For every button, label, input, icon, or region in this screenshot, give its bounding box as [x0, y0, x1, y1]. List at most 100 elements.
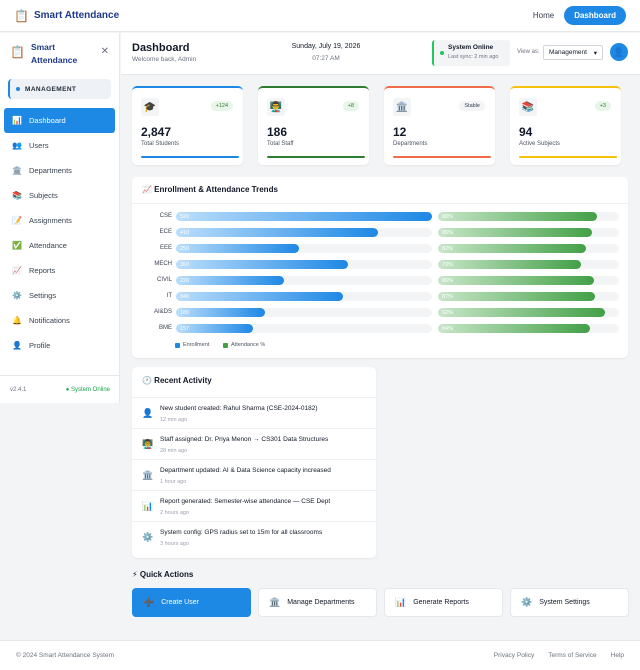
- enrollment-bar: [176, 228, 378, 237]
- sidebar-header: 📋 Smart Attendance ✕: [0, 33, 119, 69]
- stat-card-students: 🎓 +124 2,847 Total Students: [132, 86, 243, 165]
- enrollment-bar: [176, 212, 432, 221]
- activity-item[interactable]: ⚙️ System config: GPS radius set to 15m f…: [132, 521, 376, 552]
- sidebar-item-attendance[interactable]: ✅ Attendance: [0, 233, 119, 258]
- sidebar-item-dashboard[interactable]: 📊 Dashboard: [4, 108, 115, 133]
- users-icon: 👥: [12, 141, 22, 150]
- sidebar-item-reports[interactable]: 📈 Reports: [0, 258, 119, 283]
- stat-value: 12: [393, 125, 407, 139]
- system-settings-icon: ⚙️: [521, 597, 533, 607]
- profile-icon: 👤: [12, 341, 22, 350]
- sidebar-item-assignments[interactable]: 📝 Assignments: [0, 208, 119, 233]
- stat-value: 2,847: [141, 125, 172, 139]
- status-badge: Stable: [459, 101, 485, 111]
- privacy-policy-link[interactable]: Privacy Policy: [493, 652, 535, 659]
- attendance-bar: [438, 308, 605, 317]
- view-as-select[interactable]: Management ▾: [543, 45, 603, 60]
- brand-logo[interactable]: 📋 Smart Attendance: [14, 9, 119, 23]
- sidebar-item-label: Users: [29, 141, 49, 150]
- status-title: System Online: [448, 44, 494, 51]
- category-label: CSE: [159, 213, 172, 219]
- legend-attendance: Attendance %: [223, 342, 265, 348]
- role-indicator: MANAGEMENT: [8, 79, 111, 99]
- manage-departments-button[interactable]: 🏛️ Manage Departments: [258, 588, 377, 617]
- stat-label: Departments: [393, 141, 428, 147]
- sidebar-item-label: Dashboard: [29, 116, 66, 125]
- legend-swatch-enrollment: [175, 342, 180, 348]
- attendance-value-label: 86%: [442, 277, 454, 284]
- enrollment-track: [176, 276, 432, 285]
- manage-departments-icon: 🏛️: [269, 597, 281, 607]
- close-icon[interactable]: ✕: [100, 46, 109, 57]
- sidebar-item-label: Settings: [29, 291, 57, 300]
- assignments-icon: 📝: [12, 216, 22, 225]
- category-label: MECH: [154, 261, 172, 267]
- enrollment-value-label: 250: [180, 245, 190, 252]
- sidebar-title: Smart Attendance: [30, 42, 78, 65]
- attendance-bar: [438, 228, 592, 237]
- sidebar-item-departments[interactable]: 🏛️ Departments: [0, 158, 119, 183]
- activity-item[interactable]: 📊 Report generated: Semester-wise attenda…: [132, 490, 376, 521]
- quick-action-label: Generate Reports: [413, 599, 469, 606]
- category-label: BME: [158, 325, 172, 331]
- avatar[interactable]: 👤: [610, 43, 628, 61]
- subjects-icon: 📚: [12, 191, 22, 200]
- enrollment-value-label: 157: [180, 325, 190, 332]
- activity-item[interactable]: 👨‍🏫 Staff assigned: Dr. Priya Menon → CS3…: [132, 428, 376, 459]
- clipboard-icon: 📋: [14, 8, 29, 23]
- category-label: EEE: [159, 245, 172, 251]
- stat-value: 186: [267, 125, 288, 139]
- attendance-bar: [438, 324, 591, 333]
- sidebar-item-users[interactable]: 👥 Users: [0, 133, 119, 158]
- create-user-button[interactable]: ➕ Create User: [132, 588, 251, 617]
- system-online-indicator: ● System Online: [65, 386, 110, 393]
- attendance-value-label: 79%: [442, 261, 454, 268]
- attendance-value-label: 82%: [442, 245, 454, 252]
- sidebar-item-profile[interactable]: 👤 Profile: [0, 333, 119, 358]
- help-link[interactable]: Help: [610, 652, 624, 659]
- category-label: AI&DS: [153, 309, 172, 315]
- attendance-value-label: 87%: [442, 293, 454, 300]
- terms-of-service-link[interactable]: Terms of Service: [548, 652, 597, 659]
- activity-item[interactable]: 🏛️ Department updated: AI & Data Science …: [132, 459, 376, 490]
- stat-label: Total Students: [141, 141, 180, 147]
- attendance-bar: [438, 260, 581, 269]
- sidebar-item-subjects[interactable]: 📚 Subjects: [0, 183, 119, 208]
- enrollment-track: [176, 308, 432, 317]
- nav-home-link[interactable]: Home: [532, 11, 555, 20]
- recent-activity-card: 🕐 Recent Activity 👤 New student created: …: [132, 367, 376, 558]
- subjects-icon: 📚: [519, 98, 537, 116]
- activity-time: 3 hours ago: [160, 541, 190, 547]
- divider: [132, 203, 628, 204]
- stat-label: Total Staff: [267, 141, 294, 147]
- sidebar-menu: 📊 Dashboard 👥 Users 🏛️ Departments 📚 Subjects 📝 A…: [0, 108, 119, 358]
- sidebar-item-settings[interactable]: ⚙️ Settings: [0, 283, 119, 308]
- activity-text: System config: GPS radius set to 15m for…: [160, 529, 323, 536]
- role-dot: [16, 87, 20, 91]
- stat-accent-bar: [141, 156, 239, 158]
- generate-reports-button[interactable]: 📊 Generate Reports: [384, 588, 503, 617]
- sidebar-item-notifications[interactable]: 🔔 Notifications: [0, 308, 119, 333]
- stat-label: Active Subjects: [519, 141, 561, 147]
- attendance-value-label: 88%: [442, 213, 454, 220]
- activity-text: Staff assigned: Dr. Priya Menon → CS301 …: [160, 436, 329, 443]
- system-settings-button[interactable]: ⚙️ System Settings: [510, 588, 629, 617]
- activity-item[interactable]: 👤 New student created: Rahul Sharma (CSE-…: [132, 397, 376, 428]
- nav-dashboard-button[interactable]: Dashboard: [564, 6, 626, 25]
- enrollment-value-label: 410: [180, 229, 190, 236]
- activity-time: 2 hours ago: [160, 510, 190, 516]
- role-label: MANAGEMENT: [25, 85, 77, 93]
- sidebar-item-label: Attendance: [29, 241, 67, 250]
- page-footer: © 2024 Smart Attendance System Privacy P…: [0, 640, 640, 670]
- enrollment-value-label: 180: [180, 309, 190, 316]
- sidebar: 📋 Smart Attendance ✕ MANAGEMENT 📊 Dashboa…: [0, 33, 120, 403]
- settings-icon: ⚙️: [12, 291, 22, 300]
- sidebar-item-label: Reports: [29, 266, 56, 275]
- activity-icon: 👨‍🏫: [142, 439, 154, 449]
- quick-actions-title: ⚡ Quick Actions: [132, 570, 194, 579]
- top-navbar: 📋 Smart Attendance Home Dashboard: [0, 0, 640, 32]
- sidebar-item-label: Notifications: [29, 316, 70, 325]
- attendance-value-label: 92%: [442, 309, 454, 316]
- category-label: ECE: [159, 229, 172, 235]
- enrollment-value-label: 520: [180, 213, 190, 220]
